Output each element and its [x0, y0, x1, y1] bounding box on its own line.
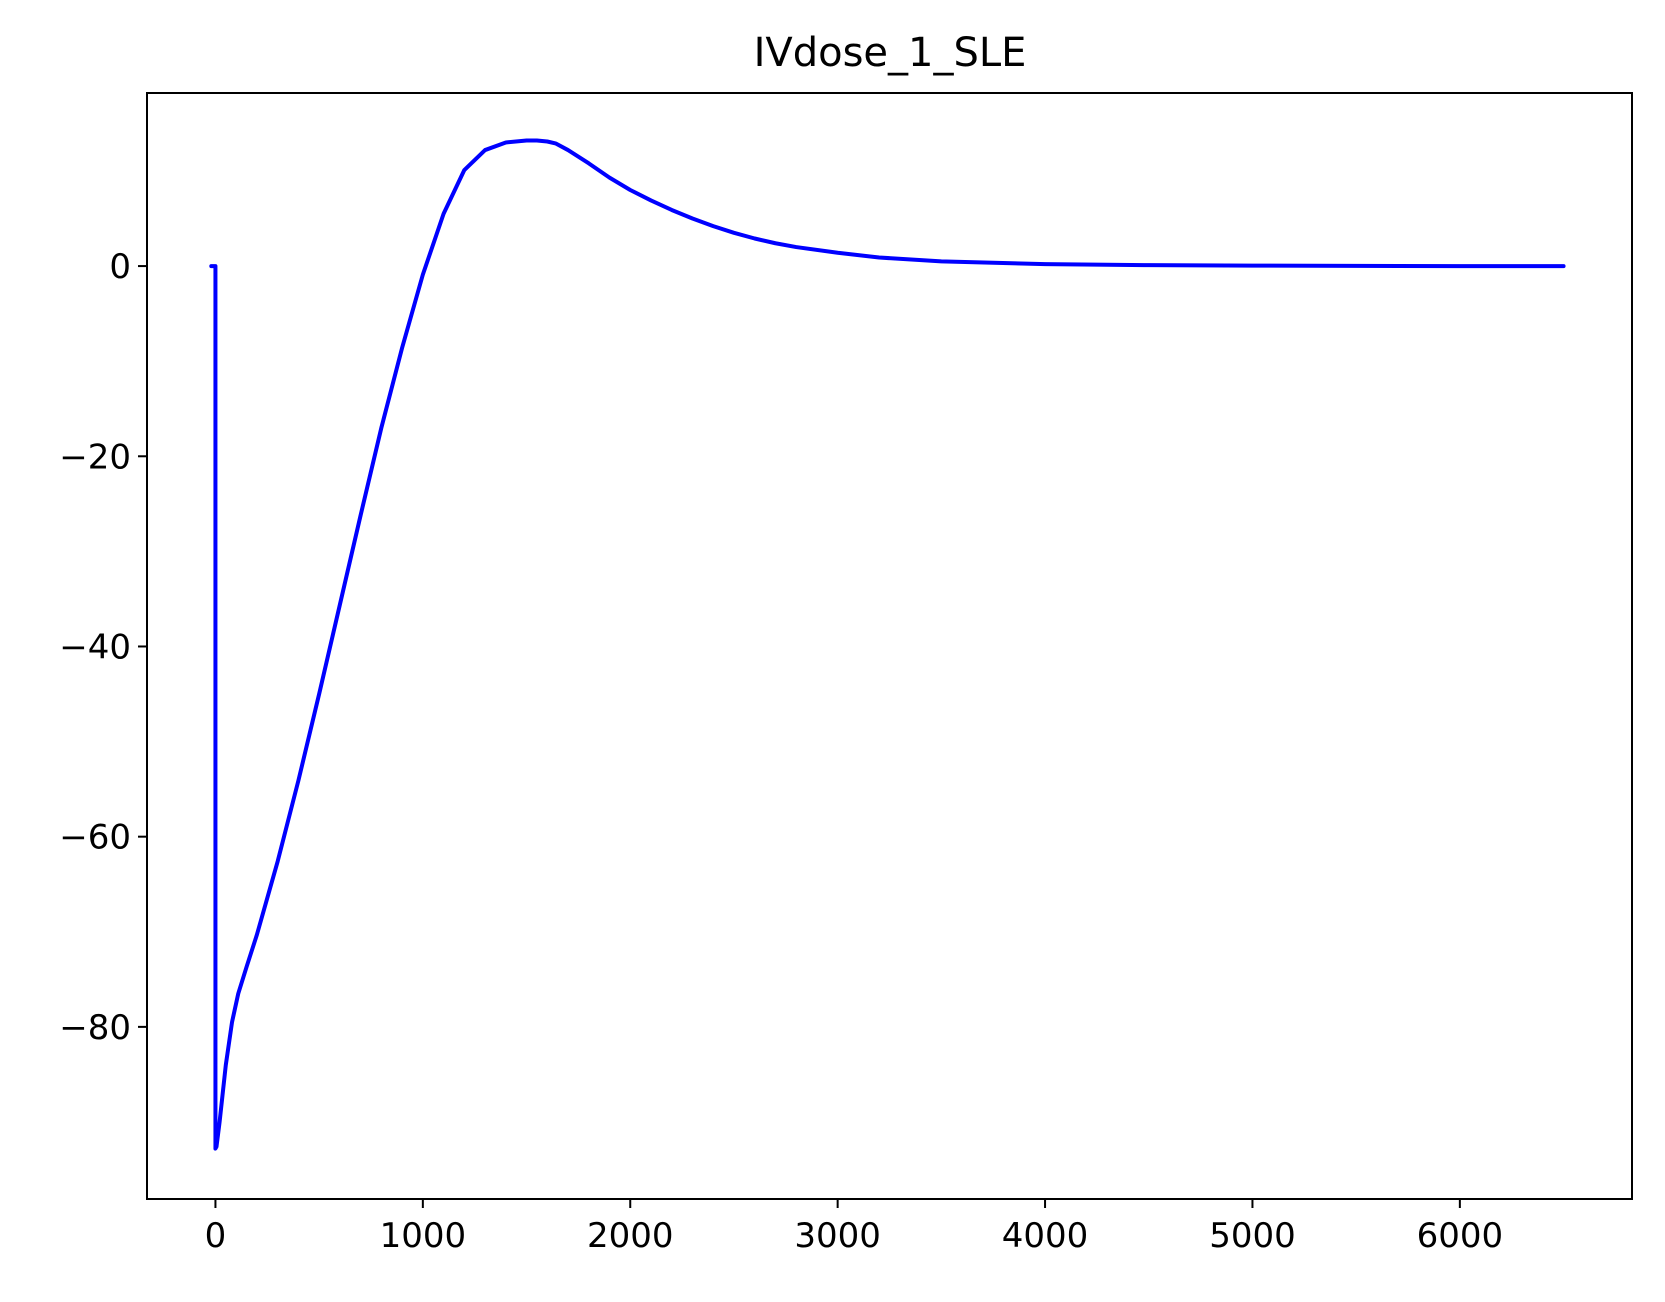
series-layer	[209, 138, 1566, 1151]
x-tick-label: 5000	[1209, 1216, 1296, 1256]
x-tick-label: 2000	[587, 1216, 674, 1256]
ticks-layer: 0 1000 2000 3000 4000 5000 6000 0 −20 −40 −60 −80	[59, 247, 1503, 1256]
y-tick-label: −80	[59, 1008, 131, 1048]
y-tick-label: −20	[59, 437, 131, 477]
chart-title: IVdose_1_SLE	[754, 30, 1027, 76]
x-tick-label: 4000	[1002, 1216, 1089, 1256]
y-tick-label: −40	[59, 627, 131, 667]
plot-frame	[146, 92, 1633, 1200]
y-tick-label: −60	[59, 818, 131, 858]
y-tick-label: 0	[109, 247, 131, 287]
x-tick-label: 3000	[794, 1216, 881, 1256]
x-tick-label: 1000	[380, 1216, 467, 1256]
x-tick-label: 0	[205, 1216, 227, 1256]
x-tick-label: 6000	[1417, 1216, 1504, 1256]
series-line-0	[209, 138, 1566, 1151]
